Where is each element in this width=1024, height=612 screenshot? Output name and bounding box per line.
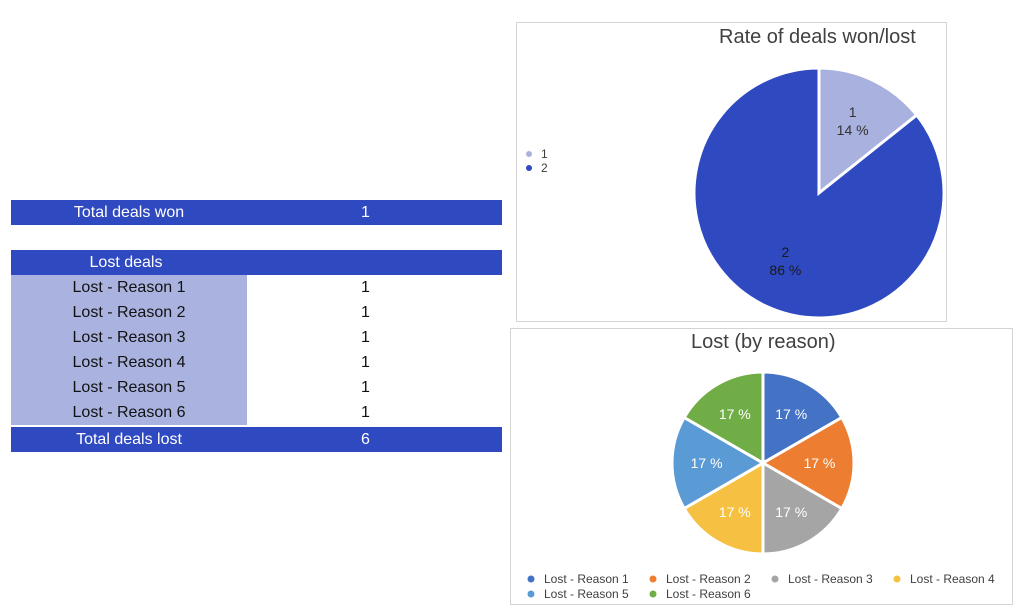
- slice-percent-label: 17 %: [691, 455, 723, 471]
- reason-value: 1: [361, 328, 370, 346]
- lost-by-reason-chart-title: Lost (by reason): [691, 331, 836, 353]
- reason-value: 1: [361, 353, 370, 371]
- reason-label: Lost - Reason 4: [11, 350, 247, 375]
- won-lost-pie-chart: 114 %286 %12: [526, 66, 946, 320]
- lost-deals-header: Lost deals: [11, 250, 502, 275]
- reason-label: Lost - Reason 3: [11, 325, 247, 350]
- reason-row: Lost - Reason 5 1: [11, 375, 502, 400]
- slice-percent-label: 17 %: [775, 406, 807, 422]
- pie-slice[interactable]: [761, 370, 844, 466]
- pie-slice[interactable]: [670, 415, 766, 511]
- reason-value: 1: [361, 278, 370, 296]
- legend-label: Lost - Reason 1: [544, 572, 629, 586]
- slice-percent-label: 86 %: [769, 262, 801, 278]
- legend-label: Lost - Reason 4: [910, 572, 995, 586]
- pie-slice[interactable]: [760, 415, 856, 511]
- lost-deals-title: Lost deals: [89, 253, 163, 271]
- legend-marker: [526, 165, 532, 171]
- total-won-row: Total deals won 1: [11, 200, 502, 225]
- legend-label: Lost - Reason 5: [544, 587, 629, 601]
- legend-label: 1: [541, 147, 548, 161]
- legend-marker: [771, 575, 779, 583]
- reason-row: Lost - Reason 4 1: [11, 350, 502, 375]
- slice-percent-label: 17 %: [803, 455, 835, 471]
- total-won-label: Total deals won: [73, 203, 185, 221]
- pie-slice[interactable]: [682, 370, 765, 466]
- total-lost-row: Total deals lost 6: [11, 427, 502, 452]
- legend-marker: [649, 590, 657, 598]
- slice-percent-label: 17 %: [719, 504, 751, 520]
- won-lost-chart-title: Rate of deals won/lost: [719, 26, 916, 48]
- legend-marker: [527, 575, 535, 583]
- slice-percent-label: 17 %: [775, 504, 807, 520]
- reason-label: Lost - Reason 1: [11, 275, 247, 300]
- reason-value: 1: [361, 378, 370, 396]
- legend-label: Lost - Reason 3: [788, 572, 873, 586]
- reason-row: Lost - Reason 1 1: [11, 275, 502, 300]
- total-lost-value: 6: [361, 430, 370, 448]
- slice-category-label: 1: [849, 104, 857, 120]
- legend-marker: [893, 575, 901, 583]
- reason-label: Lost - Reason 6: [11, 400, 247, 425]
- slice-category-label: 2: [781, 244, 789, 260]
- total-lost-label: Total deals lost: [76, 430, 182, 448]
- reason-row: Lost - Reason 2 1: [11, 300, 502, 325]
- reason-row: Lost - Reason 3 1: [11, 325, 502, 350]
- reason-value: 1: [361, 303, 370, 321]
- legend-marker: [526, 151, 532, 157]
- slice-percent-label: 14 %: [837, 122, 869, 138]
- legend-label: Lost - Reason 6: [666, 587, 751, 601]
- total-won-value: 1: [361, 203, 370, 221]
- reason-label: Lost - Reason 2: [11, 300, 247, 325]
- legend-marker: [649, 575, 657, 583]
- lost-by-reason-chart-panel[interactable]: Lost (by reason) 17 % 17 % 17 % 17 % 17 % 17 …: [510, 328, 1013, 605]
- legend-label: 2: [541, 161, 548, 175]
- legend-marker: [527, 590, 535, 598]
- reason-row: Lost - Reason 6 1: [11, 400, 502, 425]
- reason-value: 1: [361, 403, 370, 421]
- legend-label: Lost - Reason 2: [666, 572, 751, 586]
- pie-slice[interactable]: [817, 66, 919, 197]
- pie-slice[interactable]: [682, 460, 765, 556]
- pie-slice[interactable]: [692, 66, 946, 320]
- reason-label: Lost - Reason 5: [11, 375, 247, 400]
- pie-slice[interactable]: [761, 460, 844, 556]
- won-lost-chart-panel[interactable]: Rate of deals won/lost 1 14 % 2 86 % 1 2: [516, 22, 947, 322]
- slice-percent-label: 17 %: [719, 406, 751, 422]
